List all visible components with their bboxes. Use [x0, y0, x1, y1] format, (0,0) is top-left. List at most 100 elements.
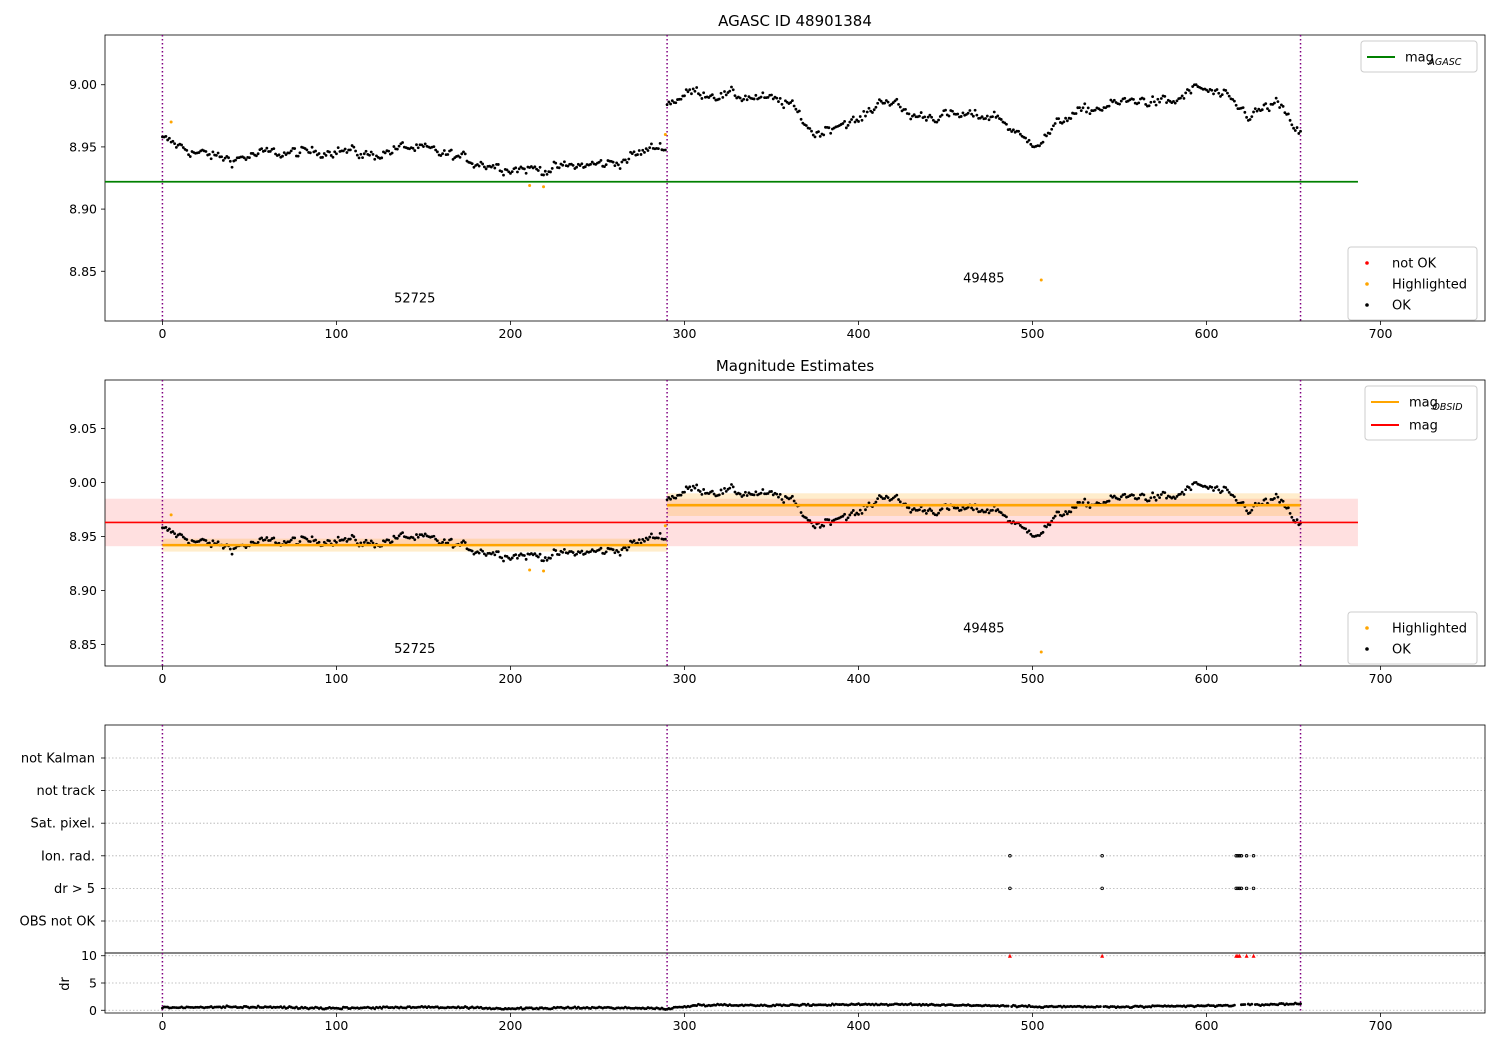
ok-point: [686, 90, 690, 94]
ok-point: [867, 501, 871, 505]
ok-point: [352, 145, 356, 149]
flag-point: [1008, 854, 1012, 858]
ok-point: [827, 518, 831, 522]
ok-point: [644, 147, 648, 151]
ok-point: [545, 558, 549, 562]
ok-point: [970, 112, 974, 116]
ok-point: [733, 94, 737, 98]
ok-point: [777, 100, 780, 103]
ok-point: [789, 101, 793, 104]
ok-point: [1029, 532, 1033, 536]
ok-point: [999, 511, 1003, 515]
ok-point: [620, 548, 624, 551]
ok-point: [357, 156, 361, 160]
ok-point: [390, 540, 394, 544]
ok-point: [1245, 115, 1248, 119]
obsid-label: 49485: [963, 271, 1004, 286]
legend-label: Highlighted: [1392, 278, 1467, 293]
ok-point: [930, 509, 934, 513]
ok-point: [818, 135, 822, 138]
ok-point: [310, 145, 314, 149]
ok-point: [724, 93, 728, 97]
ok-point: [935, 513, 939, 517]
ok-point: [180, 143, 183, 147]
ok-point: [317, 540, 321, 544]
ok-point: [314, 149, 317, 153]
ok-point: [1029, 142, 1033, 146]
ok-point: [1231, 97, 1235, 101]
axes-frame: [104, 34, 1486, 322]
ok-point: [282, 540, 286, 543]
flag-point: [1237, 854, 1242, 858]
ok-point: [742, 493, 746, 497]
ok-point: [1112, 494, 1116, 498]
ok-point: [293, 536, 297, 540]
ok-point: [265, 536, 269, 539]
flag-point: [1239, 886, 1244, 891]
dr-panel: 0 5 10 dr 0 100 200 300 400 500 600 700: [58, 948, 1486, 1033]
ok-point: [970, 506, 974, 510]
ok-point: [1295, 126, 1299, 129]
x-tick-label: 400: [847, 326, 871, 341]
ok-point: [545, 172, 549, 176]
ok-point: [818, 525, 822, 529]
ok-point: [860, 118, 864, 122]
ok-point: [641, 148, 645, 152]
ok-point: [848, 120, 852, 124]
flag-point: [1244, 854, 1249, 858]
ok-point: [623, 158, 627, 162]
ok-point: [851, 509, 855, 512]
ok-point: [333, 150, 337, 154]
ok-point: [663, 148, 667, 152]
ok-point: [804, 516, 808, 520]
ok-point: [449, 148, 453, 152]
ok-point: [918, 114, 921, 118]
ok-point: [550, 166, 554, 170]
flag-row-label: not track: [36, 784, 95, 799]
ok-point: [343, 536, 347, 540]
x-tick-label: 400: [847, 1018, 871, 1033]
ok-point: [185, 538, 189, 541]
ok-point: [208, 153, 211, 156]
legend-marker: [1365, 282, 1369, 286]
ok-point: [509, 172, 512, 175]
ok-point: [1112, 98, 1116, 102]
ok-point: [790, 99, 794, 103]
ok-point: [799, 511, 803, 514]
ok-point: [489, 165, 493, 169]
ok-point: [931, 118, 935, 122]
ok-point: [1224, 89, 1228, 92]
ok-point: [688, 88, 692, 92]
ok-point: [1233, 495, 1236, 499]
ok-point: [496, 550, 500, 554]
ok-point: [665, 103, 669, 107]
ok-point: [1293, 129, 1297, 132]
ok-point: [1005, 122, 1008, 126]
ok-point: [674, 496, 678, 500]
ok-point: [667, 496, 671, 499]
ok-point: [345, 539, 349, 543]
ok-point: [1057, 510, 1061, 514]
ok-point: [745, 494, 749, 497]
ok-point: [923, 509, 927, 512]
ok-point: [639, 153, 643, 156]
ok-point: [1243, 110, 1247, 114]
ok-point: [256, 540, 260, 544]
ok-point: [583, 165, 587, 169]
ok-point: [1038, 144, 1041, 148]
ok-point: [470, 162, 474, 166]
highlighted-point: [528, 183, 532, 187]
ok-point: [808, 127, 812, 130]
ok-point: [858, 508, 862, 512]
ok-point: [242, 156, 246, 160]
ok-point: [733, 490, 737, 494]
chart-title: Magnitude Estimates: [716, 357, 874, 375]
flag-point: [1237, 886, 1242, 891]
ok-point: [1234, 498, 1238, 502]
y-tick-label: 8.90: [69, 583, 97, 598]
ok-point: [935, 120, 939, 124]
x-tick-label: 700: [1369, 1018, 1393, 1033]
ok-point: [1173, 101, 1177, 105]
ok-point: [876, 497, 880, 501]
ok-point: [248, 156, 251, 160]
